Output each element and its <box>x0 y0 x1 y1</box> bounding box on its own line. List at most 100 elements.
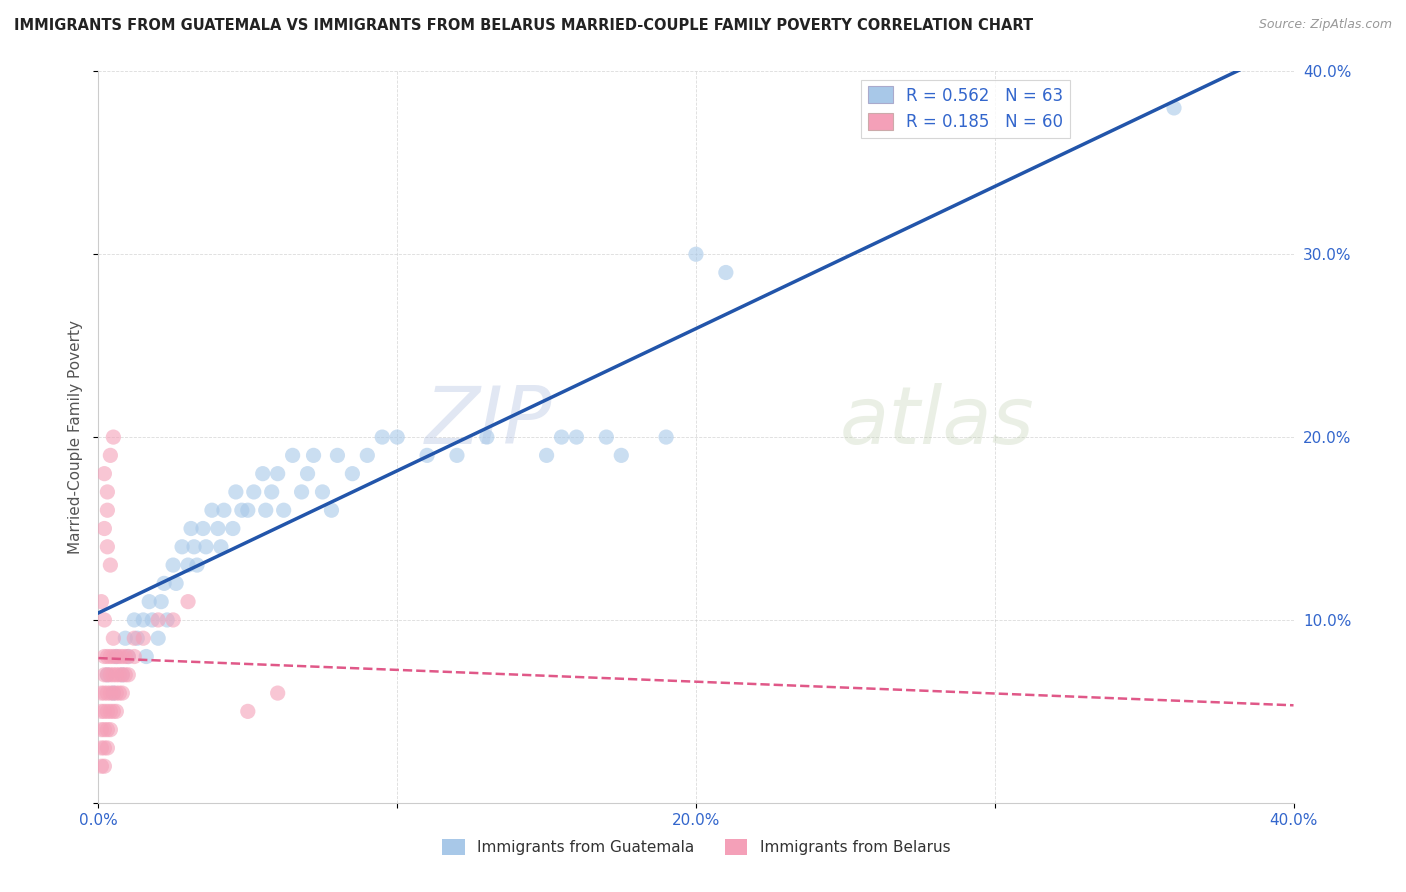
Point <box>114 632 136 646</box>
Point <box>117 667 139 681</box>
Point <box>655 430 678 444</box>
Point <box>108 667 131 681</box>
Point <box>536 448 558 462</box>
Point <box>98 705 122 719</box>
Point <box>302 448 325 462</box>
Point <box>117 649 139 664</box>
Point <box>96 705 118 719</box>
Point <box>96 485 118 500</box>
Point <box>212 503 235 517</box>
Point <box>103 430 125 444</box>
Point <box>124 632 146 646</box>
Point <box>565 430 588 444</box>
Point <box>201 503 224 517</box>
Point <box>103 686 125 700</box>
Point <box>685 247 707 261</box>
Legend: Immigrants from Guatemala, Immigrants from Belarus: Immigrants from Guatemala, Immigrants fr… <box>436 833 956 861</box>
Point <box>183 540 205 554</box>
Point <box>132 632 155 646</box>
Point <box>114 649 136 664</box>
Point <box>93 667 115 681</box>
Point <box>165 576 187 591</box>
Point <box>103 649 125 664</box>
Point <box>162 613 184 627</box>
Point <box>103 632 125 646</box>
Point <box>138 594 160 608</box>
Point <box>148 632 170 646</box>
Point <box>162 558 184 573</box>
Point <box>90 759 112 773</box>
Point <box>132 613 155 627</box>
Point <box>111 649 134 664</box>
Point <box>177 558 200 573</box>
Point <box>111 667 134 681</box>
Point <box>156 613 179 627</box>
Point <box>98 667 122 681</box>
Point <box>291 485 314 500</box>
Point <box>96 667 118 681</box>
Point <box>191 521 214 535</box>
Text: atlas: atlas <box>839 384 1035 461</box>
Point <box>96 503 118 517</box>
Point <box>209 540 232 554</box>
Point <box>90 740 112 755</box>
Point <box>108 649 131 664</box>
Point <box>103 667 125 681</box>
Point <box>342 467 364 481</box>
Point <box>96 723 118 737</box>
Point <box>236 705 259 719</box>
Point <box>273 503 295 517</box>
Point <box>135 649 157 664</box>
Point <box>356 448 378 462</box>
Point <box>186 558 208 573</box>
Point <box>475 430 498 444</box>
Point <box>90 594 112 608</box>
Point <box>150 594 173 608</box>
Point <box>93 613 115 627</box>
Point <box>326 448 349 462</box>
Text: IMMIGRANTS FROM GUATEMALA VS IMMIGRANTS FROM BELARUS MARRIED-COUPLE FAMILY POVER: IMMIGRANTS FROM GUATEMALA VS IMMIGRANTS … <box>14 18 1033 33</box>
Point <box>446 448 468 462</box>
Point <box>321 503 343 517</box>
Point <box>385 430 409 444</box>
Point <box>416 448 439 462</box>
Point <box>93 740 115 755</box>
Point <box>172 540 194 554</box>
Point <box>96 686 118 700</box>
Point <box>595 430 617 444</box>
Point <box>93 705 115 719</box>
Point <box>93 723 115 737</box>
Point <box>103 705 125 719</box>
Point <box>108 686 131 700</box>
Point <box>225 485 247 500</box>
Point <box>610 448 633 462</box>
Point <box>124 613 146 627</box>
Point <box>254 503 277 517</box>
Point <box>714 266 737 280</box>
Point <box>96 740 118 755</box>
Point <box>177 594 200 608</box>
Point <box>141 613 163 627</box>
Point <box>111 667 134 681</box>
Point <box>103 686 125 700</box>
Y-axis label: Married-Couple Family Poverty: Married-Couple Family Poverty <box>67 320 83 554</box>
Point <box>93 759 115 773</box>
Point <box>236 503 259 517</box>
Point <box>98 558 122 573</box>
Point <box>114 667 136 681</box>
Point <box>93 467 115 481</box>
Point <box>93 649 115 664</box>
Point <box>252 467 274 481</box>
Point <box>297 467 319 481</box>
Point <box>124 649 146 664</box>
Point <box>105 667 128 681</box>
Point <box>550 430 572 444</box>
Point <box>195 540 218 554</box>
Point <box>153 576 176 591</box>
Point <box>127 632 149 646</box>
Point <box>243 485 266 500</box>
Point <box>90 723 112 737</box>
Point <box>105 649 128 664</box>
Point <box>311 485 333 500</box>
Point <box>96 540 118 554</box>
